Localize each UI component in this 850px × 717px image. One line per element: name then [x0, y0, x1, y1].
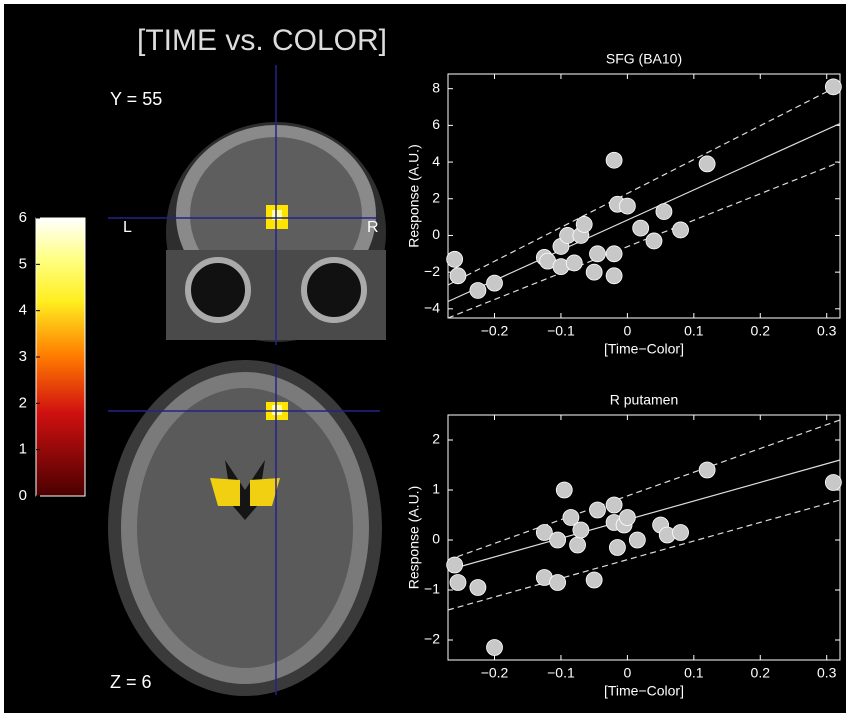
- data-point: [576, 216, 592, 232]
- data-point: [633, 220, 649, 236]
- data-point: [556, 482, 572, 498]
- y-axis-label: Response (A.U.): [406, 486, 422, 589]
- data-point: [470, 282, 486, 298]
- slice-label: Z = 6: [110, 672, 152, 692]
- y-tick-label: −4: [424, 300, 440, 316]
- data-point: [609, 540, 625, 556]
- y-tick-label: 2: [432, 431, 440, 447]
- data-point: [619, 510, 635, 526]
- data-point: [447, 557, 463, 573]
- x-tick-label: −0.2: [481, 323, 509, 339]
- side-label: L: [123, 219, 132, 236]
- plot-title: SFG (BA10): [606, 51, 682, 67]
- x-tick-label: −0.1: [547, 665, 575, 681]
- y-tick-label: 8: [432, 79, 440, 95]
- x-tick-label: 0: [623, 665, 631, 681]
- y-tick-label: −1: [424, 581, 440, 597]
- x-tick-label: 0: [623, 323, 631, 339]
- colorbar-tick-label: 0: [19, 487, 27, 504]
- colorbar-tick-label: 5: [19, 255, 27, 272]
- y-tick-label: −2: [424, 263, 440, 279]
- data-point: [450, 268, 466, 284]
- x-axis-label: [Time−Color]: [604, 341, 684, 357]
- x-tick-label: 0.2: [751, 323, 771, 339]
- data-point: [450, 575, 466, 591]
- data-point: [606, 246, 622, 262]
- data-point: [606, 497, 622, 513]
- plot-title: R putamen: [610, 392, 678, 408]
- x-tick-label: 0.3: [817, 323, 837, 339]
- data-point: [550, 532, 566, 548]
- y-tick-label: 0: [432, 531, 440, 547]
- data-point: [589, 246, 605, 262]
- colorbar-tick-label: 6: [19, 209, 27, 226]
- colorbar-tick-label: 2: [19, 394, 27, 411]
- data-point: [589, 502, 605, 518]
- colorbar-tick-label: 3: [19, 348, 27, 365]
- y-tick-label: 6: [432, 116, 440, 132]
- x-tick-label: 0.1: [684, 323, 704, 339]
- data-point: [470, 580, 486, 596]
- y-tick-label: 1: [432, 481, 440, 497]
- data-point: [566, 255, 582, 271]
- colorbar-tick-label: 1: [19, 441, 27, 458]
- side-label: R: [367, 219, 379, 236]
- y-tick-label: 2: [432, 189, 440, 205]
- y-tick-label: −2: [424, 631, 440, 647]
- x-tick-label: 0.2: [751, 665, 771, 681]
- data-point: [570, 537, 586, 553]
- data-point: [586, 264, 602, 280]
- data-point: [673, 222, 689, 238]
- data-point: [629, 532, 645, 548]
- data-point: [619, 198, 635, 214]
- x-axis-label: [Time−Color]: [604, 683, 684, 699]
- data-point: [487, 640, 503, 656]
- data-point: [606, 268, 622, 284]
- colorbar: [36, 218, 85, 496]
- data-point: [825, 79, 841, 95]
- y-tick-label: 0: [432, 226, 440, 242]
- y-axis-label: Response (A.U.): [406, 144, 422, 247]
- slice-label: Y = 55: [110, 89, 162, 109]
- data-point: [646, 233, 662, 249]
- figure: [TIME vs. COLOR] Y = 55 L R Z = 6 0 1 2 3 4 5…: [0, 0, 850, 717]
- data-point: [586, 572, 602, 588]
- colorbar-tick-label: 4: [19, 302, 27, 319]
- x-tick-label: −0.2: [481, 665, 509, 681]
- x-tick-label: 0.3: [817, 665, 837, 681]
- data-point: [699, 462, 715, 478]
- data-point: [573, 522, 589, 538]
- x-tick-label: 0.1: [684, 665, 704, 681]
- y-tick-label: 4: [432, 153, 440, 169]
- data-point: [656, 204, 672, 220]
- data-point: [825, 475, 841, 491]
- data-point: [673, 525, 689, 541]
- data-point: [447, 251, 463, 267]
- data-point: [699, 156, 715, 172]
- data-point: [487, 275, 503, 291]
- x-tick-label: −0.1: [547, 323, 575, 339]
- figure-title: [TIME vs. COLOR]: [137, 24, 387, 57]
- data-point: [550, 575, 566, 591]
- data-point: [606, 152, 622, 168]
